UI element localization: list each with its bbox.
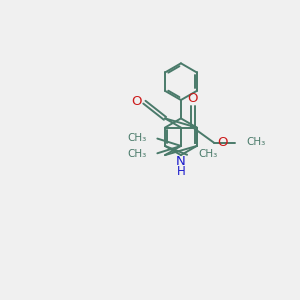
- Text: O: O: [188, 92, 198, 105]
- Text: CH₃: CH₃: [247, 137, 266, 147]
- Text: O: O: [131, 95, 141, 108]
- Text: H: H: [176, 165, 185, 178]
- Text: CH₃: CH₃: [127, 149, 146, 159]
- Text: CH₃: CH₃: [198, 149, 218, 159]
- Text: N: N: [176, 155, 186, 168]
- Text: CH₃: CH₃: [127, 133, 146, 143]
- Text: O: O: [217, 136, 228, 149]
